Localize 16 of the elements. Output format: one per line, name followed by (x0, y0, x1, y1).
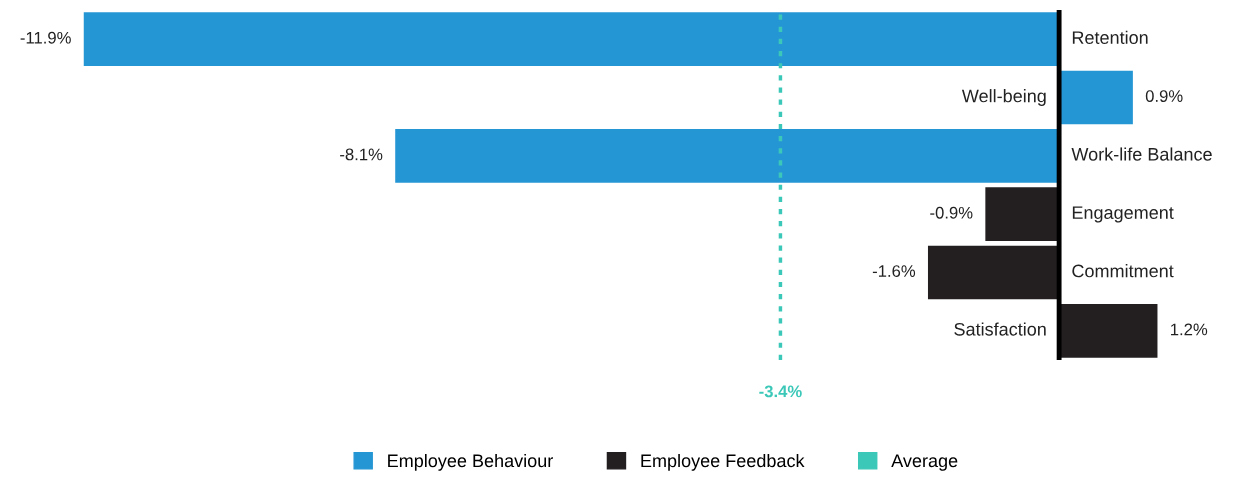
y-tick-label: Retention (1072, 30, 1148, 45)
legend-label: Employee Feedback (641, 453, 805, 471)
data-label: -11.9% (20, 31, 71, 44)
text: -3.4% (759, 385, 802, 398)
data-label: -1.6% (872, 265, 916, 277)
data-label: 1.2% (1171, 323, 1208, 336)
legend-label: Average (891, 454, 958, 471)
y-tick-label: Satisfaction (954, 322, 1046, 336)
data-label: -8.1% (340, 148, 383, 161)
y-tick-label: Work-life Balance (1071, 147, 1212, 161)
y-tick-label: Engagement (1072, 206, 1174, 223)
data-label: 0.9% (1145, 90, 1183, 102)
data-label: -0.9% (930, 206, 973, 219)
y-tick-label: Well-being (961, 89, 1046, 106)
legend-label: Employee Behaviour (388, 453, 553, 471)
y-tick-label: Commitment (1072, 264, 1174, 278)
